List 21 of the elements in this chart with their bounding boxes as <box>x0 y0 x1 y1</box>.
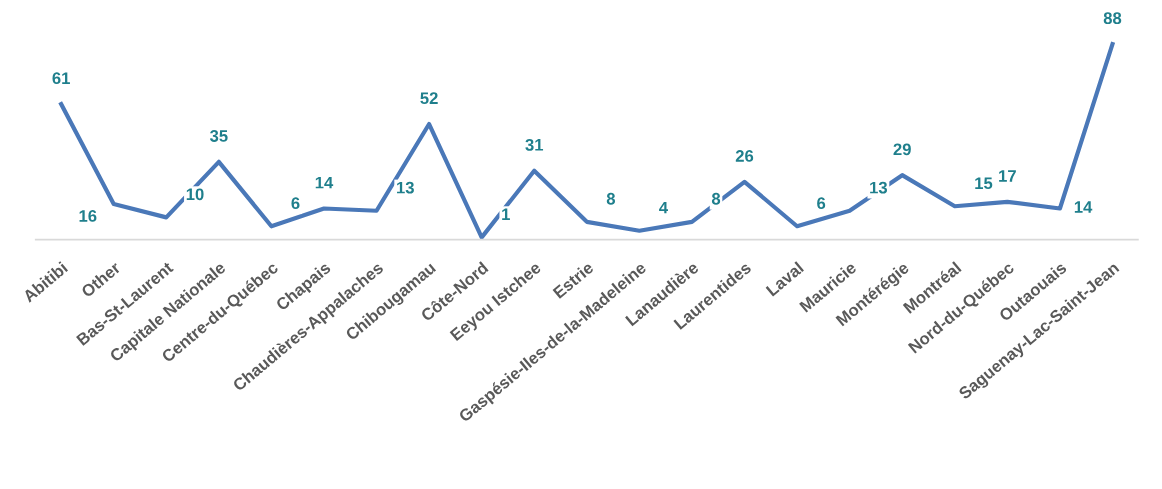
data-label: 8 <box>606 192 616 205</box>
data-label: 16 <box>79 210 97 222</box>
data-label: 1 <box>502 208 510 221</box>
data-label: 52 <box>420 92 438 105</box>
data-label: 29 <box>893 143 911 156</box>
data-label: 8 <box>711 192 721 205</box>
data-label: 35 <box>209 130 228 142</box>
data-label: 61 <box>52 72 70 85</box>
data-label: 17 <box>999 170 1016 182</box>
data-label: 14 <box>1074 201 1093 213</box>
data-label: 31 <box>525 138 544 151</box>
data-label: 4 <box>659 201 668 214</box>
data-label: 10 <box>186 188 204 201</box>
data-label: 13 <box>870 181 888 194</box>
data-label: 15 <box>975 177 993 190</box>
data-label: 6 <box>817 197 826 210</box>
data-label: 26 <box>735 150 754 162</box>
data-label: 6 <box>291 197 300 210</box>
data-label: 14 <box>315 176 334 189</box>
data-label: 88 <box>1103 12 1122 25</box>
data-label: 13 <box>397 181 414 194</box>
